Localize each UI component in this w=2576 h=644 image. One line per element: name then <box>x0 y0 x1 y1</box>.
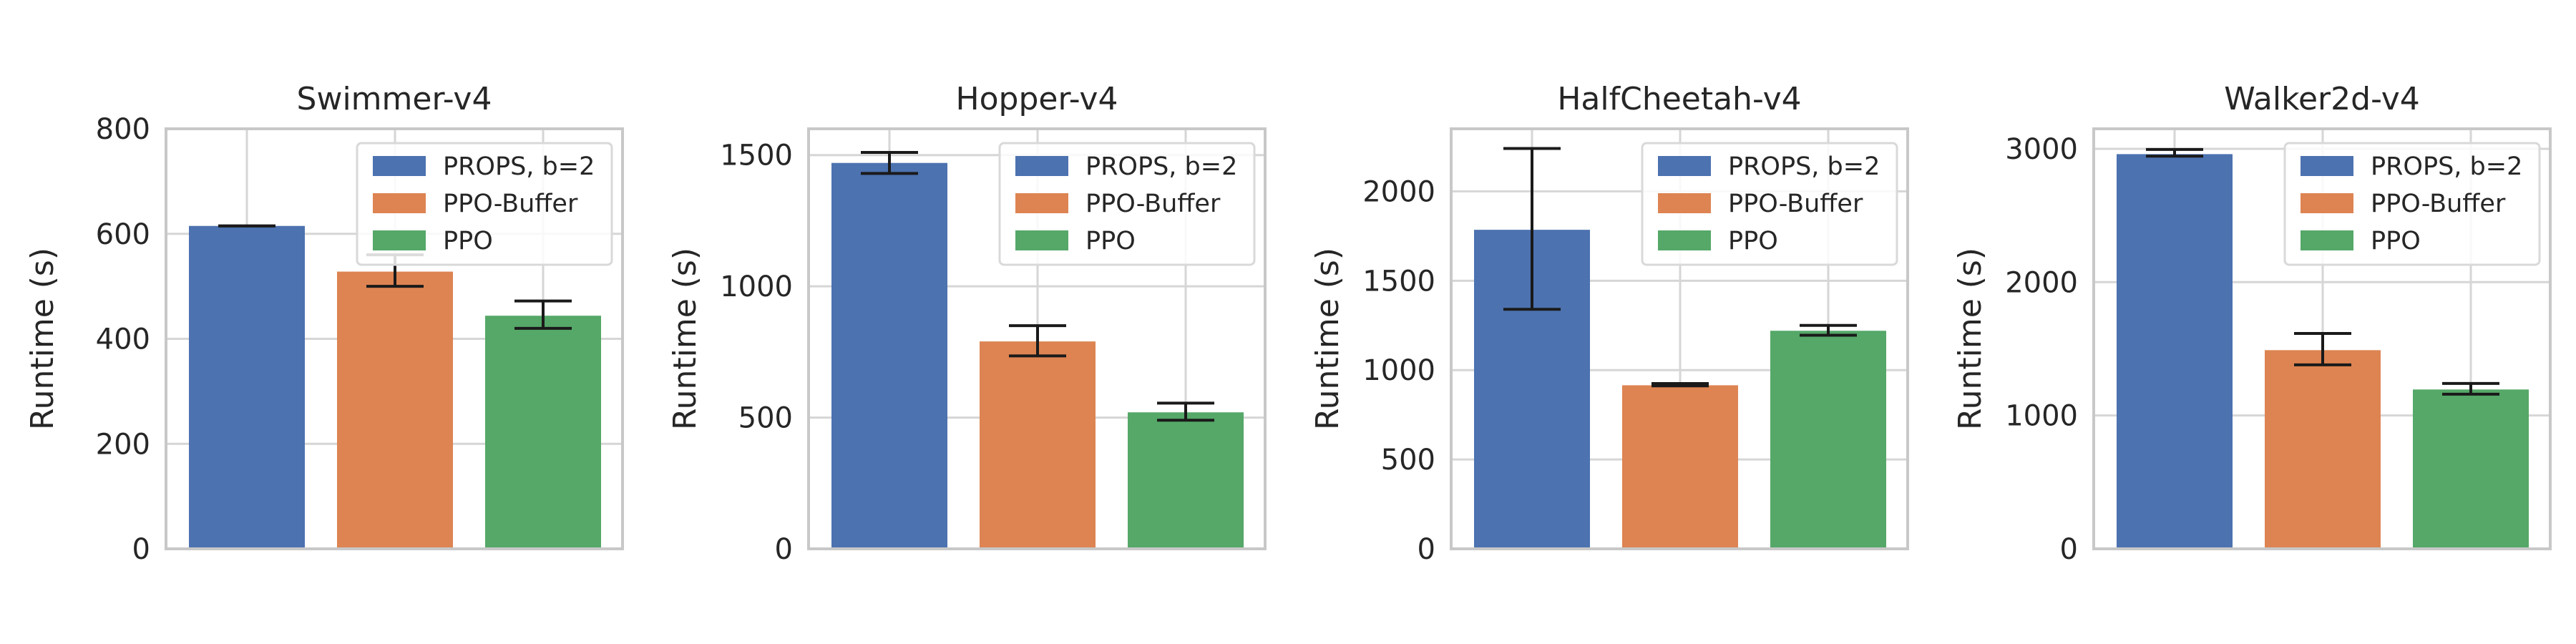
legend-swatch <box>1015 156 1068 176</box>
error-bar <box>1652 381 1709 388</box>
bar-ppo-buffer <box>1622 385 1738 549</box>
legend-label: PROPS, b=2 <box>443 152 595 181</box>
y-tick-label: 400 <box>96 323 150 356</box>
bar-ppo <box>2413 389 2529 549</box>
y-tick-label: 500 <box>738 402 793 435</box>
y-tick-label: 1000 <box>720 270 793 303</box>
bar-ppo-buffer <box>337 271 453 549</box>
error-bar <box>1157 401 1214 422</box>
subplot-4: 0 1000 2000 3000 Walker2d-v4 Runtime (s) PROPS… <box>1952 81 2552 566</box>
y-tick-label: 200 <box>96 428 150 461</box>
y-tick-label: 1000 <box>2005 400 2078 433</box>
y-tick-label: 2000 <box>2005 266 2078 299</box>
legend: PROPS, b=2 PPO-Buffer PPO <box>1641 142 1898 266</box>
legend-swatch <box>2301 193 2353 213</box>
legend-label: PPO <box>1728 227 1778 255</box>
legend-label: PPO-Buffer <box>1728 190 1863 218</box>
y-axis-label: Runtime (s) <box>1309 248 1346 430</box>
subplot-title: Walker2d-v4 <box>2224 81 2420 117</box>
bar-props-b-2 <box>831 162 947 550</box>
y-tick-label: 1500 <box>1362 265 1435 298</box>
error-bar <box>2146 147 2203 158</box>
subplot-title: HalfCheetah-v4 <box>1557 81 1801 117</box>
subplot-2: 0 500 1000 1500 Hopper-v4 Runtime (s) PROPS, b… <box>667 81 1267 566</box>
y-axis-label: Runtime (s) <box>667 248 703 430</box>
legend-swatch <box>373 230 426 250</box>
legend-label: PPO <box>443 227 493 255</box>
plot-frame <box>2092 127 2552 550</box>
legend-label: PROPS, b=2 <box>1085 152 1237 181</box>
y-tick-label: 1500 <box>720 140 793 172</box>
y-tick-label: 0 <box>1418 533 1435 566</box>
y-tick-label: 3000 <box>2005 133 2078 166</box>
legend-label: PPO-Buffer <box>1085 190 1221 218</box>
y-tick-label: 600 <box>96 218 150 251</box>
legend-swatch <box>1015 193 1068 213</box>
legend-swatch <box>1658 193 1711 213</box>
plot-frame <box>165 127 624 550</box>
plot-frame <box>807 127 1267 550</box>
y-axis-label: Runtime (s) <box>24 248 61 430</box>
legend: PROPS, b=2 PPO-Buffer PPO <box>998 142 1256 266</box>
subplot-title: Swimmer-v4 <box>297 81 492 117</box>
legend-label: PPO <box>1085 227 1136 255</box>
error-bar <box>861 151 918 175</box>
bar-ppo-buffer <box>980 341 1096 549</box>
subplot-title: Hopper-v4 <box>956 81 1118 117</box>
y-tick-label: 800 <box>96 113 150 146</box>
bar-props-b-2 <box>2117 154 2233 549</box>
legend-label: PROPS, b=2 <box>2371 152 2522 181</box>
legend-swatch <box>1658 156 1711 176</box>
legend-swatch <box>373 156 426 176</box>
error-bar <box>2442 381 2499 396</box>
legend-swatch <box>1658 230 1711 250</box>
error-bar <box>514 299 572 330</box>
legend-label: PPO <box>2371 227 2421 255</box>
y-tick-label: 0 <box>132 533 150 566</box>
legend-label: PPO-Buffer <box>443 190 578 218</box>
legend-label: PPO-Buffer <box>2371 190 2506 218</box>
subplot-1: 0 200 400 600 800 Swimmer-v4 Runtime (s) PROPS,… <box>24 81 624 566</box>
error-bar <box>2294 332 2351 366</box>
legend-swatch <box>2301 156 2353 176</box>
bar-ppo <box>1128 412 1244 549</box>
y-tick-label: 0 <box>2060 533 2078 566</box>
error-bar <box>1800 323 1857 337</box>
error-bar <box>1503 147 1561 311</box>
legend-swatch <box>373 193 426 213</box>
y-tick-label: 500 <box>1381 444 1435 477</box>
bar-ppo-buffer <box>2265 350 2381 549</box>
y-tick-label: 2000 <box>1362 175 1435 208</box>
legend-swatch <box>2301 230 2353 250</box>
bar-ppo <box>1770 331 1886 549</box>
y-axis-label: Runtime (s) <box>1952 248 1989 430</box>
subplot-3: 0 500 1000 1500 2000 HalfCheetah-v4 Runtime (s… <box>1309 81 1909 566</box>
legend: PROPS, b=2 PPO-Buffer PPO <box>2283 142 2541 266</box>
bar-ppo <box>485 316 601 549</box>
error-bar <box>1009 324 1066 358</box>
legend-swatch <box>1015 230 1068 250</box>
y-tick-label: 1000 <box>1362 354 1435 387</box>
bar-props-b-2 <box>189 225 305 549</box>
legend-label: PROPS, b=2 <box>1728 152 1880 181</box>
y-tick-label: 0 <box>775 533 793 566</box>
plot-frame <box>1450 127 1909 550</box>
legend: PROPS, b=2 PPO-Buffer PPO <box>356 142 613 266</box>
